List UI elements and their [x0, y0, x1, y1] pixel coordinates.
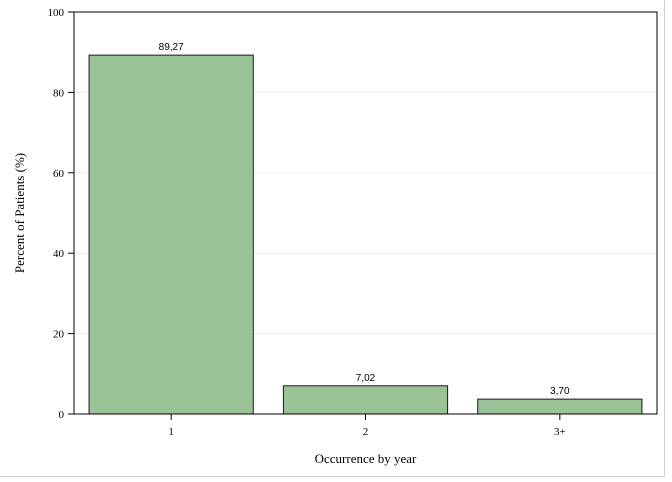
x-tick-label: 1	[168, 426, 174, 438]
bars	[88, 54, 643, 415]
data-label: 89,27	[159, 42, 184, 53]
chart-frame: 89,27 7,02 3,70 0 20 40 60 80 100 1 2 3+ Percent …	[0, 0, 665, 477]
y-tick-label: 40	[53, 248, 65, 260]
y-tick-label: 100	[48, 7, 65, 19]
y-tick-label: 60	[53, 168, 65, 180]
x-tick-label: 2	[363, 426, 369, 438]
data-label: 3,70	[550, 386, 570, 397]
y-tick-label: 20	[53, 329, 65, 341]
bar	[88, 54, 254, 415]
y-tick-label: 80	[53, 87, 65, 99]
data-labels: 89,27 7,02 3,70	[159, 42, 570, 397]
y-tick-label: 0	[59, 409, 65, 421]
x-axis: 1 2 3+	[168, 414, 566, 438]
bar	[282, 385, 449, 415]
bar-chart: 89,27 7,02 3,70 0 20 40 60 80 100 1 2 3+ Percent …	[12, 7, 658, 466]
y-axis: 0 20 40 60 80 100	[48, 7, 74, 421]
x-tick-label: 3+	[554, 426, 566, 438]
bar	[477, 398, 643, 415]
plot-border	[73, 11, 658, 415]
y-axis-title: Percent of Patients (%)	[12, 153, 27, 273]
data-label: 7,02	[356, 373, 376, 384]
x-axis-title: Occurrence by year	[315, 451, 417, 466]
